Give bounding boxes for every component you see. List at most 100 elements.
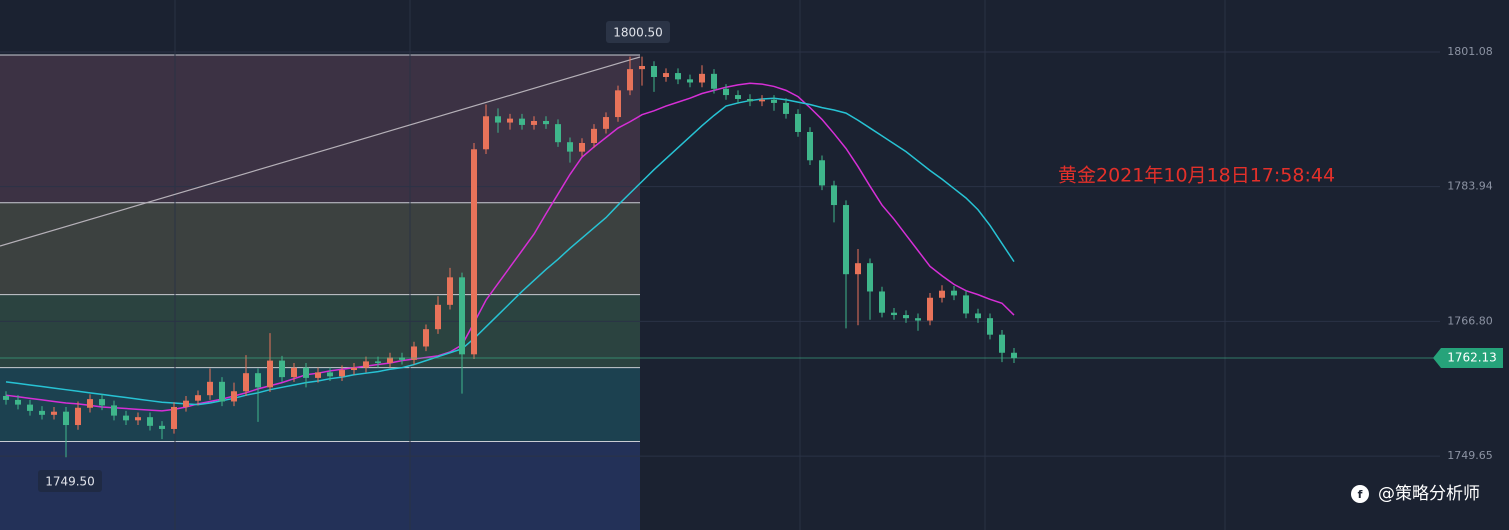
candle-body (15, 399, 21, 405)
candle-body (315, 372, 321, 378)
candle-body (27, 404, 33, 411)
candle-body (327, 372, 333, 377)
candles (3, 56, 1017, 458)
candle-body (639, 65, 645, 70)
candle-body (579, 142, 585, 152)
candle-body (567, 142, 573, 152)
candle-body (399, 357, 405, 360)
candle-body (543, 120, 549, 125)
candle-body (123, 415, 129, 421)
candle-body (375, 361, 381, 363)
candle-body (771, 99, 777, 103)
candle-body (303, 367, 309, 378)
trend-line (0, 56, 641, 247)
candle-body (195, 395, 201, 401)
candle-body (687, 79, 693, 83)
candle-body (279, 360, 285, 378)
candle-body (819, 160, 825, 186)
candle-body (831, 185, 837, 206)
candle-body (603, 117, 609, 129)
candle-body (363, 361, 369, 368)
candle-body (951, 290, 957, 296)
candle-body (147, 417, 153, 426)
candle-body (339, 370, 345, 377)
watermark: @策略分析师 (1378, 484, 1480, 504)
candle-body (159, 425, 165, 429)
candle-body (699, 73, 705, 83)
candle-body (627, 69, 633, 91)
candle-body (651, 65, 657, 77)
candle-body (519, 118, 525, 125)
candle-body (255, 373, 261, 388)
band (0, 202, 640, 295)
candle-body (99, 399, 105, 406)
candle-body (891, 312, 897, 316)
candle-body (243, 373, 249, 392)
chart-title: 黄金2021年10月18日17:58:44 (1058, 165, 1335, 187)
candle-body (291, 367, 297, 378)
candle-body (927, 297, 933, 321)
y-tick-label: 1801.08 (1447, 45, 1493, 58)
candle-body (735, 95, 741, 99)
candle-body (987, 318, 993, 335)
candle-body (795, 113, 801, 132)
vertical-grid (174, 0, 1226, 530)
candle-body (903, 315, 909, 319)
band (0, 54, 640, 203)
horizontal-grid: 1801.08 1783.94 1766.80 1749.65 (0, 45, 1493, 462)
candle-body (51, 411, 57, 415)
candle-body (411, 346, 417, 360)
candle-body (843, 205, 849, 275)
candle-body (939, 290, 945, 298)
candle-body (423, 329, 429, 347)
candle-body (111, 405, 117, 416)
candle-body (867, 263, 873, 292)
candle-body (207, 381, 213, 396)
candle-body (723, 88, 729, 96)
candle-body (171, 406, 177, 429)
fib-bands (0, 54, 640, 530)
candle-body (531, 120, 537, 125)
candle-body (135, 417, 141, 421)
watermark-icon-glyph: f (1358, 488, 1363, 501)
candle-body (711, 73, 717, 89)
high-label-box (606, 21, 670, 43)
watermark-icon (1351, 485, 1369, 503)
y-tick-label: 1766.80 (1447, 314, 1493, 327)
low-label-box (38, 470, 102, 492)
candle-body (267, 360, 273, 388)
candle-body (483, 116, 489, 150)
candle-body (3, 395, 9, 400)
candle-body (63, 411, 69, 426)
candle-body (87, 399, 93, 408)
high-label: 1800.50 (613, 26, 663, 40)
candle-body (447, 277, 453, 305)
candle-body (495, 116, 501, 123)
candle-body (219, 381, 225, 402)
candle-body (471, 149, 477, 355)
y-tick-label: 1783.94 (1447, 180, 1493, 193)
candle-body (1011, 352, 1017, 359)
candle-body (807, 131, 813, 161)
labels: 1800.50 1749.50 黄金2021年10月18日17:58:44 f … (38, 21, 1480, 504)
candle-body (591, 128, 597, 143)
band (0, 367, 640, 442)
candle-body (351, 367, 357, 371)
candle-body (615, 90, 621, 118)
candle-body (39, 410, 45, 415)
candle-body (879, 291, 885, 313)
candle-body (963, 295, 969, 314)
candle-body (915, 318, 921, 321)
candle-body (663, 73, 669, 77)
candle-body (387, 357, 393, 363)
candle-body (747, 98, 753, 102)
candle-body (183, 400, 189, 407)
candle-body (975, 313, 981, 319)
candle-body (783, 102, 789, 114)
candle-body (555, 124, 561, 143)
candle-body (999, 334, 1005, 353)
candle-body (435, 304, 441, 330)
candle-body (855, 263, 861, 275)
last-price-tag (1433, 348, 1503, 369)
